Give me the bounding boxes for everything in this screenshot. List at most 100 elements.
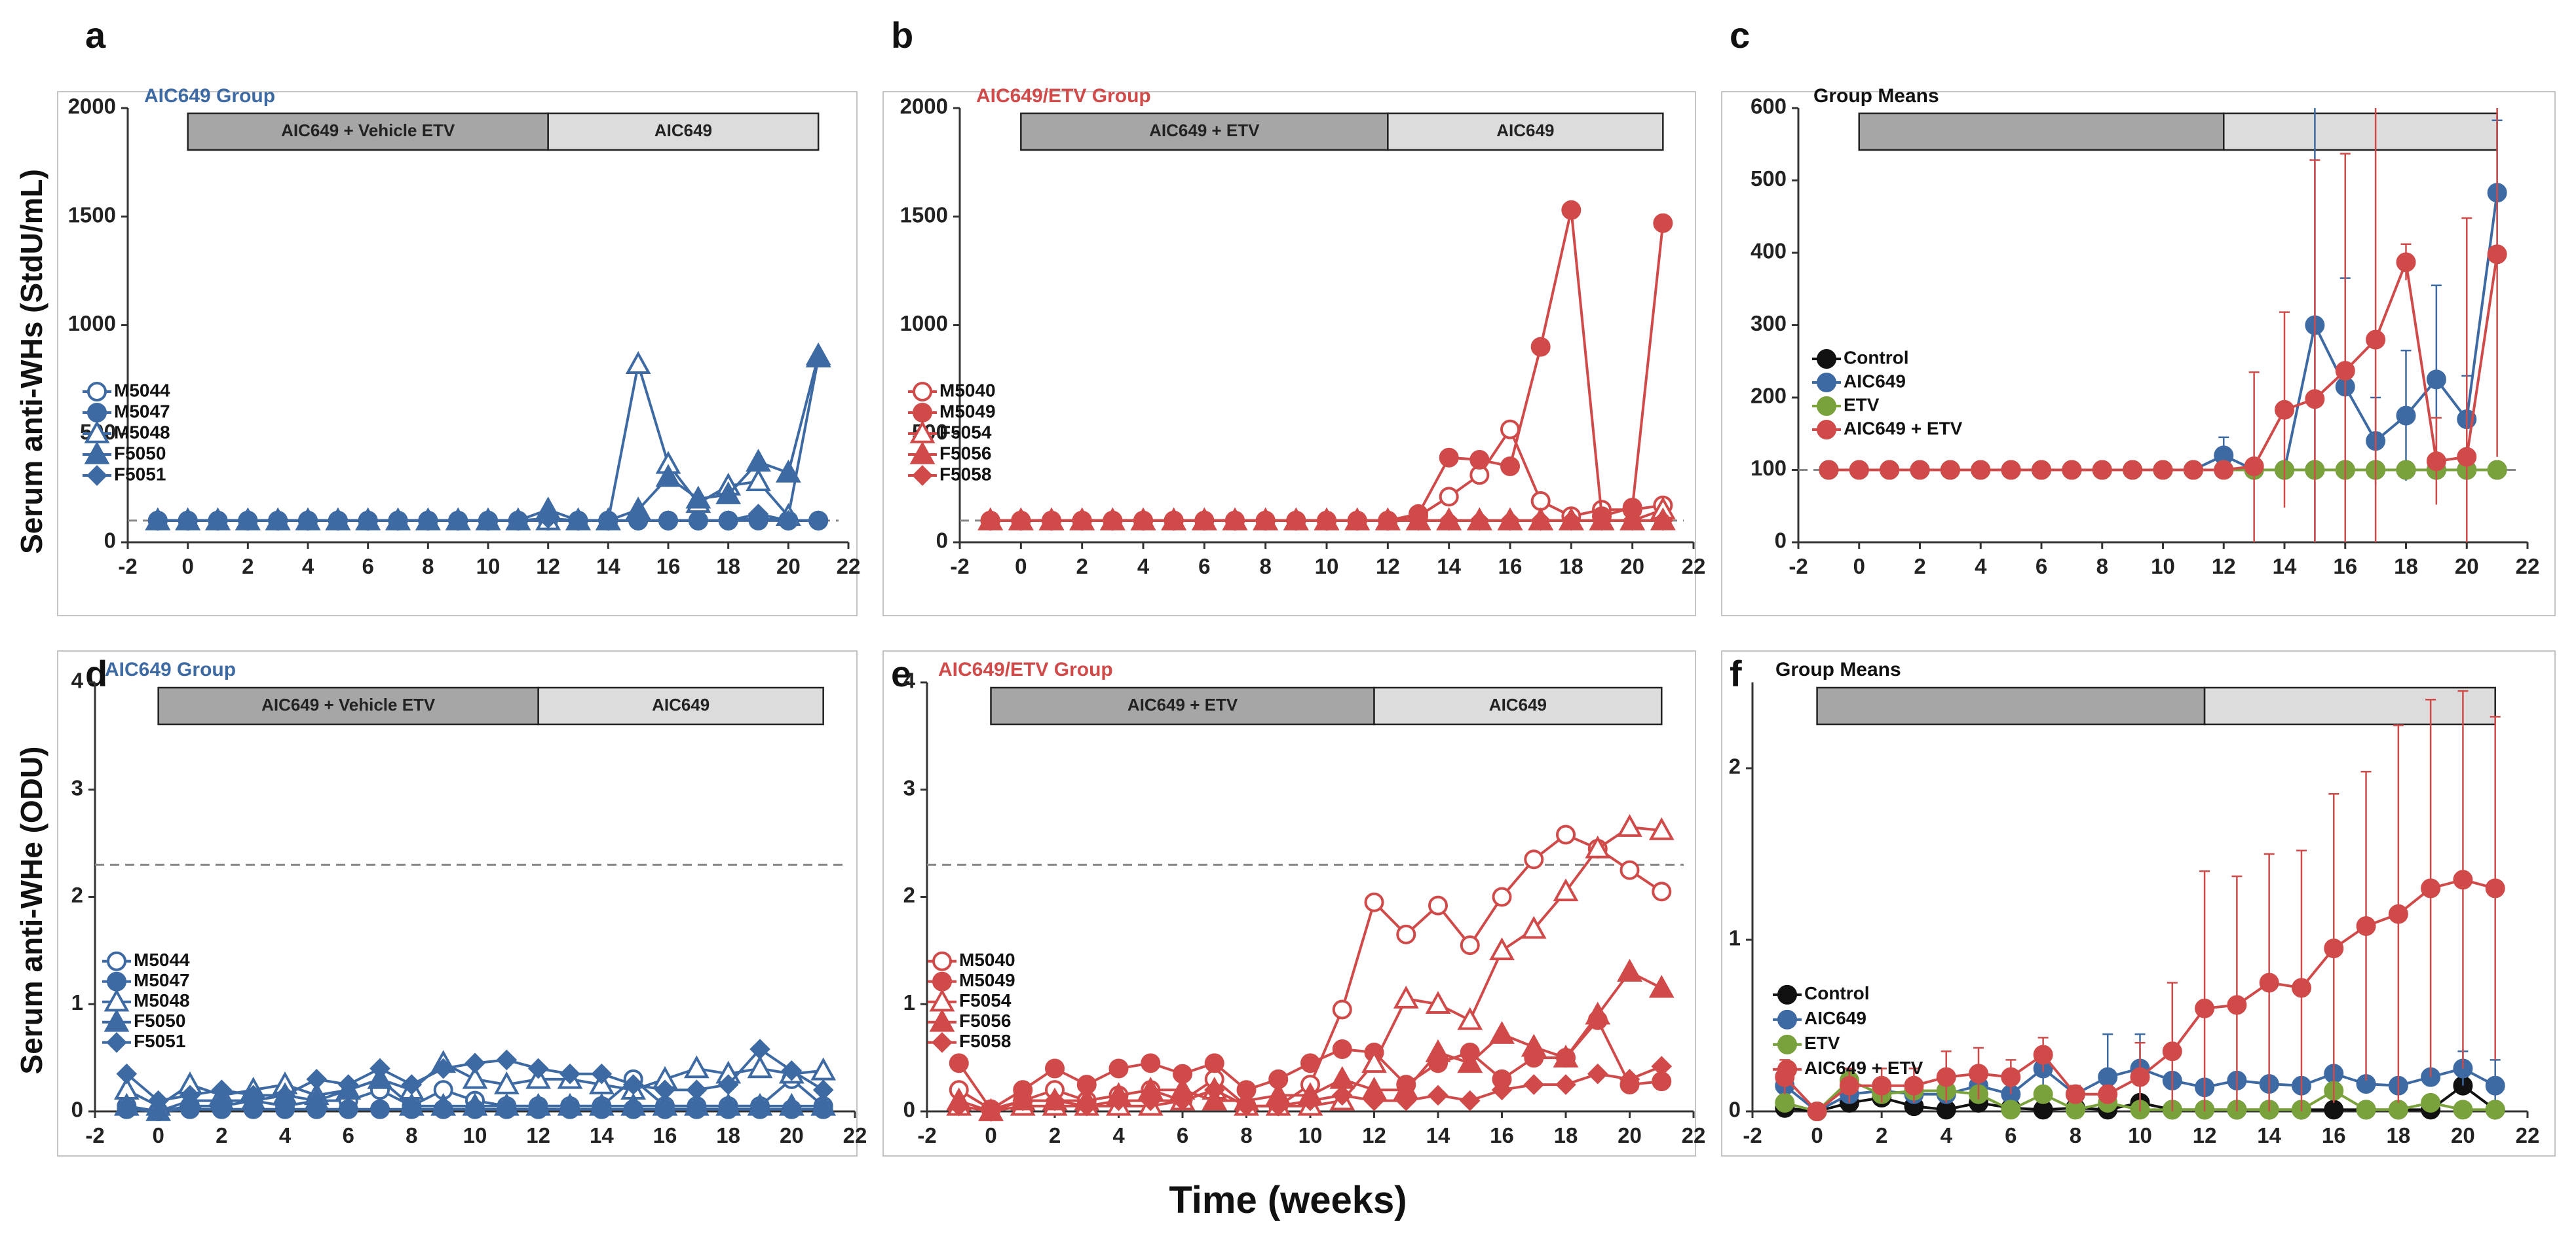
data-point	[1523, 1074, 1545, 1095]
data-point	[1377, 510, 1399, 531]
x-tick-label: 20	[2455, 554, 2479, 578]
x-tick-label: 14	[1437, 554, 1461, 578]
legend-marker	[1777, 1009, 1797, 1030]
data-point	[747, 1055, 773, 1079]
x-tick-label: 14	[1426, 1123, 1450, 1147]
legend-label: F5051	[134, 1031, 185, 1051]
data-point	[2001, 460, 2021, 480]
data-point	[1076, 1095, 1097, 1117]
data-point	[1393, 985, 1419, 1009]
data-point	[1492, 887, 1512, 907]
data-point	[2335, 361, 2355, 381]
data-point	[207, 510, 229, 531]
data-point	[749, 1039, 770, 1060]
data-point	[1530, 491, 1551, 511]
y-tick-label: 0	[104, 529, 116, 553]
series-aic649-etv	[1819, 108, 2507, 542]
data-point	[686, 1079, 708, 1101]
data-point	[2324, 1100, 2344, 1120]
series-line	[990, 210, 1665, 522]
data-point	[2153, 460, 2173, 480]
data-point	[1521, 1033, 1547, 1057]
legend-label: M5044	[114, 380, 170, 400]
data-point	[1140, 1090, 1162, 1111]
x-tick-label: 8	[1259, 554, 1271, 578]
data-point	[1648, 975, 1675, 998]
series-f5051	[147, 504, 829, 531]
data-point	[1395, 1090, 1417, 1111]
data-point	[2214, 460, 2234, 480]
x-tick-label: 0	[1811, 1123, 1823, 1147]
legend-swatch-marker	[87, 403, 107, 422]
x-tick-label: 0	[181, 554, 193, 578]
data-point	[1460, 935, 1480, 956]
x-tick-label: 0	[152, 1123, 164, 1147]
x-tick-label: 22	[837, 554, 861, 578]
x-tick-label: 18	[1559, 554, 1583, 578]
x-tick-label: 4	[279, 1123, 292, 1147]
y-tick-label: 300	[1751, 311, 1787, 335]
x-tick-label: 2	[1049, 1123, 1061, 1147]
panel-title: AIC649 Group	[144, 85, 275, 107]
data-point	[717, 1074, 739, 1095]
data-point	[1585, 835, 1611, 859]
data-point	[417, 510, 439, 531]
legend-swatch-marker	[86, 465, 107, 486]
data-point	[1439, 447, 1459, 468]
x-tick-label: 10	[463, 1123, 487, 1147]
data-point	[1969, 1064, 1989, 1084]
data-point	[808, 510, 829, 531]
data-point	[1332, 1039, 1352, 1060]
data-point	[177, 510, 199, 531]
data-point	[2001, 1067, 2021, 1087]
data-point	[113, 1092, 140, 1116]
data-point	[1521, 916, 1547, 939]
treatment-bar	[547, 112, 820, 151]
legend-label: Control	[1844, 347, 1909, 367]
series-f5050	[145, 342, 831, 530]
x-tick-label: 14	[2273, 554, 2297, 578]
data-point	[1553, 1045, 1579, 1068]
legend-label: F5058	[959, 1031, 1011, 1051]
data-point	[717, 510, 739, 531]
data-point	[1457, 1050, 1483, 1073]
series-m5049	[980, 200, 1673, 530]
y-tick-label: 2	[903, 883, 915, 907]
data-point	[496, 1049, 518, 1071]
x-tick-label: 16	[2322, 1123, 2346, 1147]
data-point	[1425, 1039, 1451, 1062]
data-point	[1439, 487, 1459, 507]
data-point	[1653, 213, 1673, 233]
data-point	[2062, 460, 2082, 480]
legend: Control AIC649 ETV AIC649 + ETV	[1773, 983, 1923, 1079]
data-point	[1010, 510, 1032, 531]
data-point	[688, 510, 709, 531]
legend: Control AIC649 ETV AIC649 + ETV	[1812, 347, 1963, 439]
data-point	[1316, 510, 1337, 531]
y-tick-label: 2	[1729, 754, 1741, 779]
series-f5058	[948, 1056, 1673, 1122]
data-point	[1491, 1079, 1513, 1101]
x-tick-label: 4	[1975, 554, 1987, 578]
x-tick-label: 12	[1362, 1123, 1386, 1147]
legend-swatch-marker	[107, 971, 126, 992]
series-f5058	[979, 510, 1674, 531]
x-tick-label: 2	[1914, 554, 1925, 578]
data-point	[462, 1066, 488, 1089]
data-point	[778, 1092, 805, 1116]
data-point	[2453, 1100, 2473, 1120]
data-point	[2130, 1067, 2150, 1087]
data-point	[2396, 405, 2416, 426]
y-tick-label: 2000	[900, 94, 948, 119]
data-point	[2098, 1084, 2118, 1104]
data-point	[1459, 1090, 1481, 1111]
data-point	[2366, 329, 2386, 350]
y-tick-label: 2	[71, 883, 83, 907]
panel-frame	[882, 91, 1696, 616]
data-point	[715, 1092, 742, 1116]
legend-marker	[912, 465, 933, 486]
legend-marker	[932, 1031, 953, 1053]
